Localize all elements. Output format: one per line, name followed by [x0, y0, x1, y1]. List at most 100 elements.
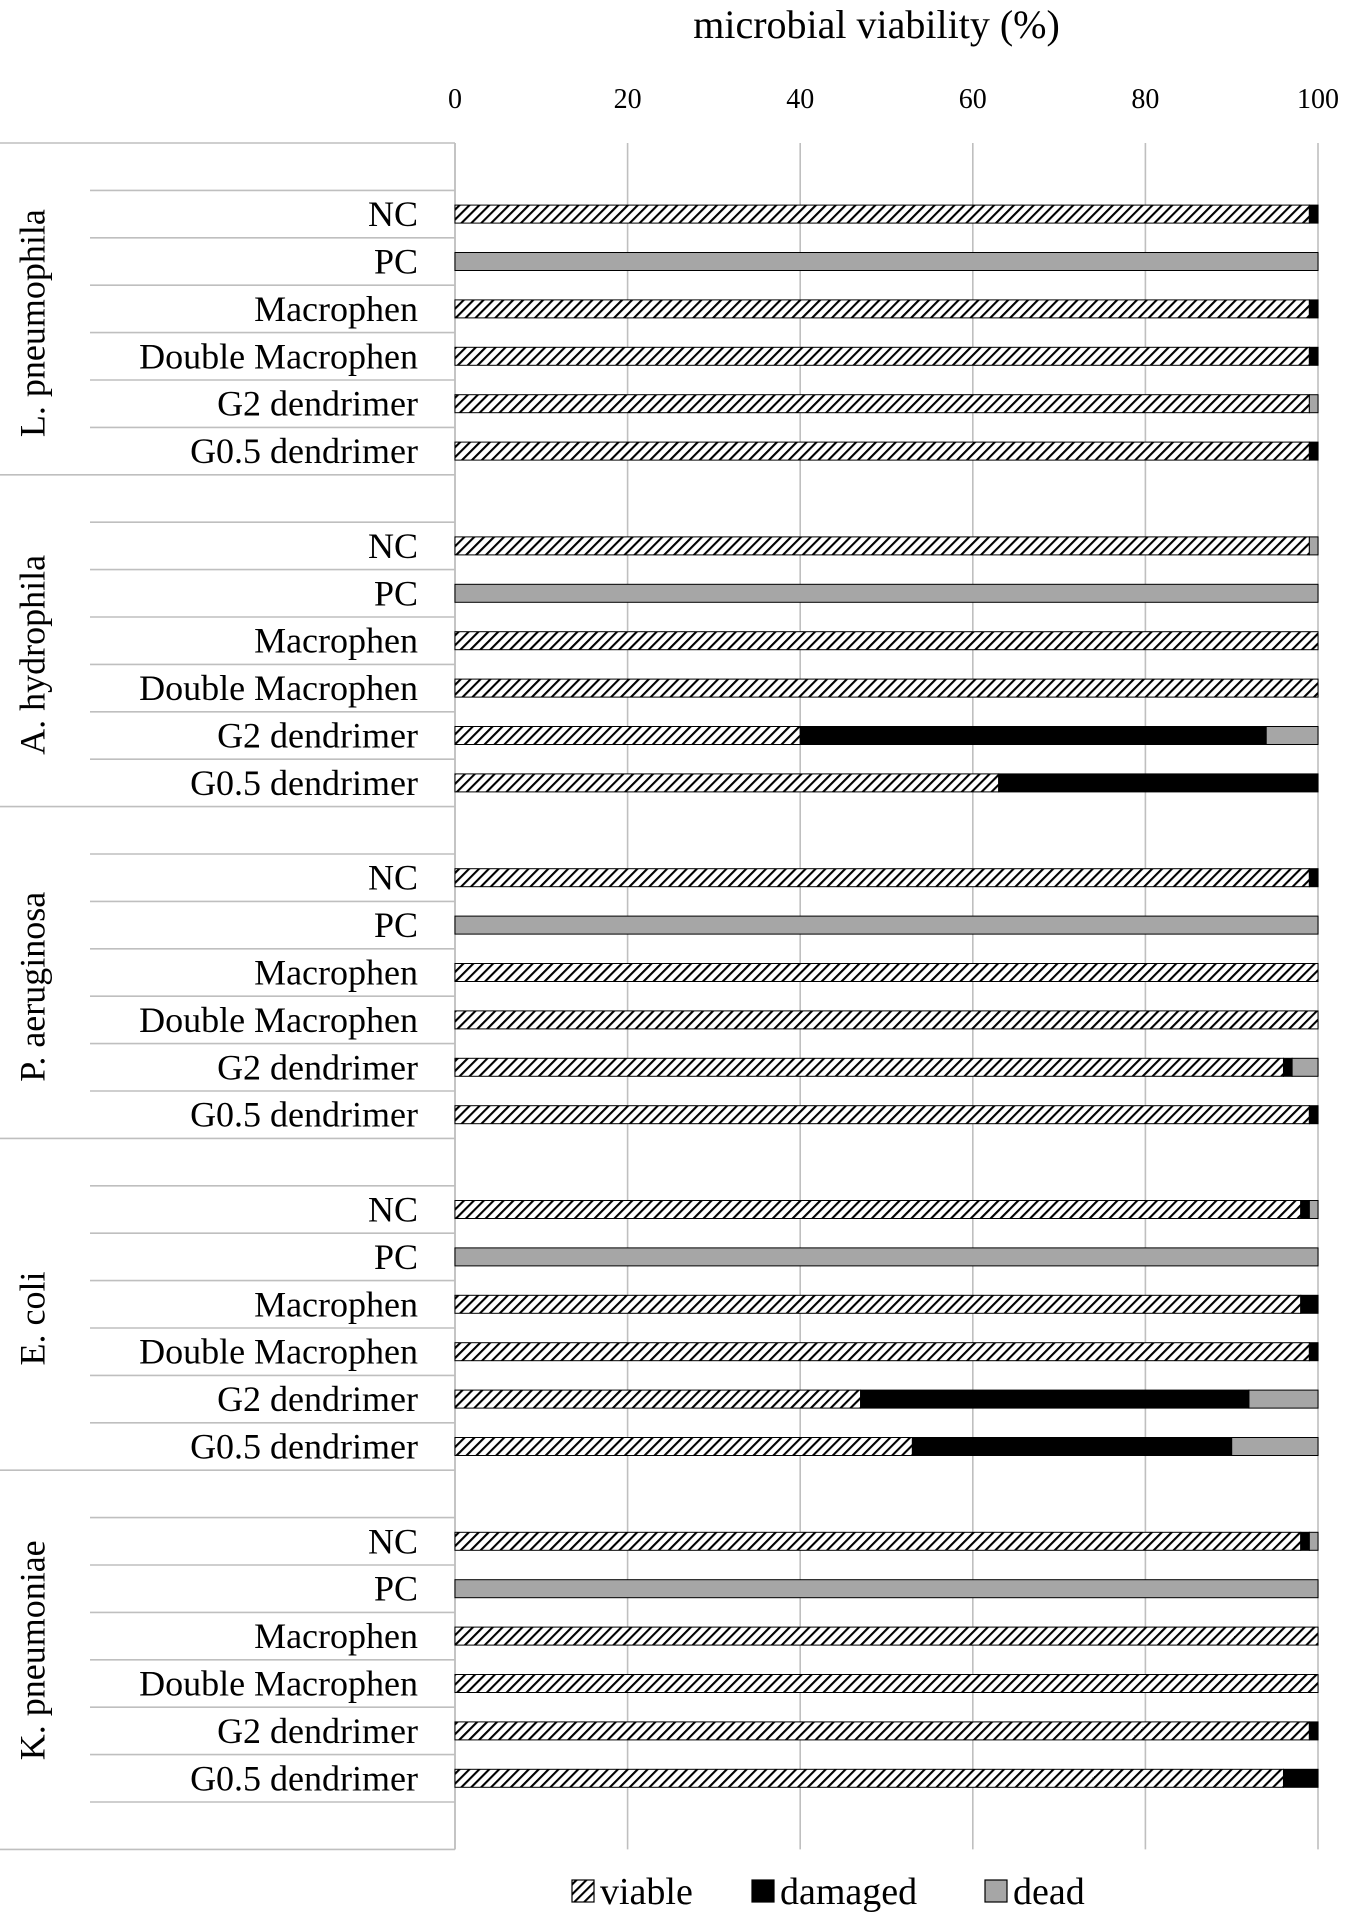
category-label: NC	[368, 194, 418, 234]
group-label: L. pneumophila	[12, 209, 52, 437]
category-label: Macrophen	[254, 1616, 418, 1656]
bar-dead	[454, 1579, 1319, 1599]
group-label: P. aeruginosa	[12, 892, 52, 1082]
bar-dead	[1308, 394, 1319, 414]
category-label: Macrophen	[254, 621, 418, 661]
bar-damaged	[998, 773, 1319, 793]
category-label: Double Macrophen	[139, 1000, 418, 1040]
category-label: PC	[374, 1569, 418, 1609]
category-label: NC	[368, 1521, 418, 1561]
category-label: G0.5 dendrimer	[190, 1427, 418, 1467]
x-axis-title: microbial viability (%)	[693, 2, 1060, 47]
category-label: NC	[368, 1190, 418, 1230]
category-label: G0.5 dendrimer	[190, 431, 418, 471]
bar-viable	[454, 1057, 1284, 1077]
bar-viable	[454, 1389, 862, 1409]
category-label: PC	[374, 573, 418, 613]
x-tick-label: 80	[1131, 84, 1159, 115]
x-tick-label: 0	[448, 84, 462, 115]
category-label: Macrophen	[254, 953, 418, 993]
legend-label: viable	[600, 1871, 693, 1913]
bar-viable	[454, 1674, 1319, 1693]
bar-viable	[454, 204, 1310, 224]
bar-dead	[1231, 1437, 1319, 1456]
bar-damaged	[799, 726, 1267, 745]
bar-viable	[454, 394, 1310, 414]
bar-damaged	[1308, 346, 1319, 366]
category-label: G0.5 dendrimer	[190, 1095, 418, 1135]
x-tick-label: 60	[959, 84, 987, 115]
category-label: G2 dendrimer	[217, 1047, 418, 1087]
legend: viable damaged dead	[571, 1871, 1085, 1913]
category-label: Double Macrophen	[139, 1664, 418, 1704]
bar-dead	[1248, 1389, 1319, 1409]
category-label: Macrophen	[254, 289, 418, 329]
category-label: Double Macrophen	[139, 336, 418, 376]
category-label: NC	[368, 526, 418, 566]
legend-label: dead	[1013, 1871, 1085, 1913]
category-label: G0.5 dendrimer	[190, 763, 418, 803]
bar-damaged	[1300, 1200, 1310, 1219]
bar-dead	[1308, 1531, 1319, 1551]
bar-damaged	[911, 1437, 1233, 1456]
category-label: NC	[368, 858, 418, 898]
bar-damaged	[1282, 1768, 1319, 1788]
category-label: G2 dendrimer	[217, 716, 418, 756]
bar-dead	[454, 583, 1319, 603]
category-label: Macrophen	[254, 1284, 418, 1324]
bar-viable	[454, 346, 1310, 366]
bar-damaged	[1308, 1342, 1319, 1362]
legend-swatch-dead	[984, 1879, 1008, 1903]
bar-dead	[454, 1247, 1319, 1267]
bar-damaged	[1308, 204, 1319, 224]
bar-viable	[454, 773, 1000, 793]
bar-dead	[1308, 1200, 1319, 1219]
bar-viable	[454, 1768, 1284, 1788]
bar-viable	[454, 299, 1310, 319]
bar-viable	[454, 1721, 1310, 1741]
category-label: G2 dendrimer	[217, 1379, 418, 1419]
bar-viable	[454, 441, 1310, 461]
bar-dead	[454, 252, 1319, 271]
bar-viable	[454, 1294, 1302, 1314]
category-label: G0.5 dendrimer	[190, 1758, 418, 1798]
category-label: PC	[374, 905, 418, 945]
bar-viable	[454, 963, 1319, 982]
bar-viable	[454, 1342, 1310, 1362]
category-label: PC	[374, 1237, 418, 1277]
bar-viable	[454, 1010, 1319, 1030]
bar-dead	[1308, 536, 1319, 556]
bar-viable	[454, 1105, 1310, 1125]
category-label: G2 dendrimer	[217, 384, 418, 424]
bar-viable	[454, 678, 1319, 698]
legend-label: damaged	[780, 1871, 917, 1913]
bar-damaged	[1308, 868, 1319, 888]
bar-viable	[454, 631, 1319, 651]
legend-swatch-viable	[571, 1879, 595, 1903]
bar-dead	[1291, 1057, 1319, 1077]
bar-damaged	[1308, 299, 1319, 319]
legend-swatch-damaged	[751, 1879, 775, 1903]
bars	[454, 204, 1319, 1788]
bar-viable	[454, 868, 1310, 888]
category-label: Double Macrophen	[139, 668, 418, 708]
group-label: K. pneumoniae	[12, 1540, 52, 1760]
bar-viable	[454, 726, 801, 745]
bar-damaged	[1300, 1294, 1319, 1314]
category-label: Double Macrophen	[139, 1332, 418, 1372]
bar-viable	[454, 1531, 1302, 1551]
bar-damaged	[1282, 1057, 1293, 1077]
bar-damaged	[1308, 441, 1319, 461]
bar-damaged	[1308, 1721, 1319, 1741]
category-table: L. pneumophila NC PC Macrophen Double Macrop…	[0, 142, 456, 1851]
bar-dead	[454, 915, 1319, 935]
category-label: PC	[374, 242, 418, 282]
bar-damaged	[1308, 1105, 1319, 1125]
bar-viable	[454, 1626, 1319, 1646]
x-axis-ticks: 0 20 40 60 80 100	[448, 84, 1339, 115]
bar-viable	[454, 1437, 913, 1456]
category-label: G2 dendrimer	[217, 1711, 418, 1751]
bar-viable	[454, 1200, 1302, 1219]
bar-damaged	[1300, 1531, 1310, 1551]
